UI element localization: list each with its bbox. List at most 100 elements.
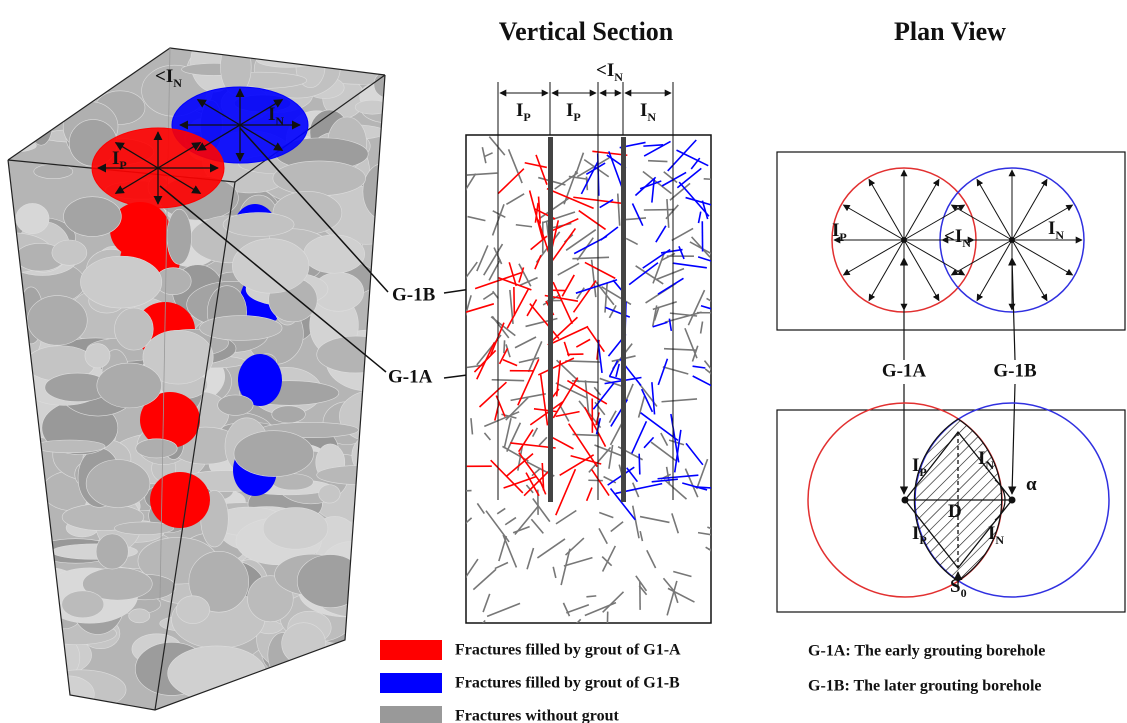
symbol-part: I xyxy=(566,100,573,121)
symbol-label: S0 xyxy=(950,576,967,599)
symbol-subscript: N xyxy=(614,70,623,84)
fracture-trace xyxy=(565,361,601,362)
symbol-subscript: P xyxy=(573,110,580,124)
fracture xyxy=(97,363,162,408)
radius-arrow xyxy=(869,179,904,240)
fracture xyxy=(64,197,122,237)
radius-arrow xyxy=(1012,240,1073,275)
fracture xyxy=(96,534,128,569)
fracture xyxy=(317,336,395,373)
fracture xyxy=(30,104,52,145)
fracture xyxy=(304,235,365,273)
fracture xyxy=(85,344,110,368)
panel-title: Vertical Section xyxy=(499,17,674,46)
fracture xyxy=(319,671,361,693)
symbol-label: D xyxy=(948,501,962,522)
fracture-trace xyxy=(457,491,472,492)
fracture xyxy=(232,239,309,293)
fracture-trace xyxy=(492,380,524,381)
fracture-trace xyxy=(639,454,640,475)
symbol-part: < xyxy=(944,226,955,247)
symbol-subscript: P xyxy=(119,158,126,172)
symbol-part: < xyxy=(155,66,166,87)
symbol-subscript: N xyxy=(1055,228,1064,242)
symbol-subscript: N xyxy=(995,533,1004,547)
symbol-label: IP xyxy=(516,100,531,123)
fracture-trace xyxy=(648,161,667,162)
fracture xyxy=(0,612,49,627)
fracture xyxy=(218,395,254,416)
symbol-part: I xyxy=(832,220,839,241)
radius-arrow xyxy=(869,240,904,301)
symbol-part: I xyxy=(166,66,173,87)
symbol-subscript: P xyxy=(919,533,926,547)
fracture xyxy=(176,596,209,624)
fracture xyxy=(352,429,419,481)
fracture xyxy=(34,164,73,178)
fracture xyxy=(52,240,87,265)
fracture xyxy=(220,39,251,94)
symbol-subscript: P xyxy=(523,110,530,124)
symbol-subscript: N xyxy=(275,114,284,128)
legend-label: Fractures filled by grout of G1-B xyxy=(455,675,680,692)
note: G-1B: The later grouting borehole xyxy=(808,678,1041,695)
fracture xyxy=(297,555,364,608)
symbol-label: IN xyxy=(1048,218,1064,241)
symbol-part: α xyxy=(1026,474,1037,495)
fracture xyxy=(355,100,389,114)
fracture xyxy=(16,203,49,233)
fracture xyxy=(363,163,404,219)
fracture xyxy=(34,440,105,453)
symbol-part: I xyxy=(640,100,647,121)
fracture xyxy=(234,431,314,477)
fracture-trace xyxy=(586,596,596,597)
symbol-part: I xyxy=(912,523,919,544)
symbol-part: I xyxy=(912,455,919,476)
fracture xyxy=(0,526,36,547)
symbol-part: D xyxy=(948,501,962,522)
legend-swatch xyxy=(380,673,442,693)
fracture xyxy=(75,41,98,88)
symbol-subscript: P xyxy=(839,230,846,244)
symbol-part: I xyxy=(955,226,962,247)
callout-label: G-1B xyxy=(392,284,436,305)
fracture xyxy=(71,62,103,100)
fracture xyxy=(168,646,266,701)
symbol-subscript: N xyxy=(173,76,182,90)
model-3d xyxy=(0,32,428,723)
symbol-part: I xyxy=(978,448,985,469)
radius-arrow xyxy=(843,240,904,275)
symbol-part: I xyxy=(516,100,523,121)
fracture xyxy=(80,256,161,308)
symbol-part: I xyxy=(607,60,614,81)
symbol-subscript: N xyxy=(985,458,994,472)
legend-label: Fractures filled by grout of G1-A xyxy=(455,642,681,659)
fracture xyxy=(0,596,55,610)
fracture xyxy=(319,485,340,503)
symbol-label: <IN xyxy=(944,226,971,249)
symbol-label: IP xyxy=(566,100,581,123)
fracture xyxy=(272,406,306,423)
fracture xyxy=(317,465,405,484)
fracture xyxy=(374,71,402,98)
legend-swatch xyxy=(380,706,442,723)
fracture xyxy=(273,161,366,196)
radius-arrow xyxy=(1012,179,1047,240)
symbol-part: I xyxy=(268,104,275,125)
fracture xyxy=(346,589,420,629)
fracture xyxy=(0,578,53,609)
legend-label: Fractures without grout xyxy=(455,708,620,723)
fracture xyxy=(223,213,294,237)
symbol-label: IN xyxy=(640,100,656,123)
radius-arrow xyxy=(977,240,1012,301)
legend-swatch xyxy=(380,640,442,660)
fracture xyxy=(0,317,26,341)
fracture xyxy=(274,664,333,685)
symbol-part: I xyxy=(988,523,995,544)
symbol-part: I xyxy=(112,148,119,169)
fracture xyxy=(95,59,135,75)
panel-title: Plan View xyxy=(894,17,1006,46)
radius-arrow xyxy=(1012,240,1047,301)
borehole-label: G-1B xyxy=(993,360,1037,381)
fracture xyxy=(86,460,150,508)
